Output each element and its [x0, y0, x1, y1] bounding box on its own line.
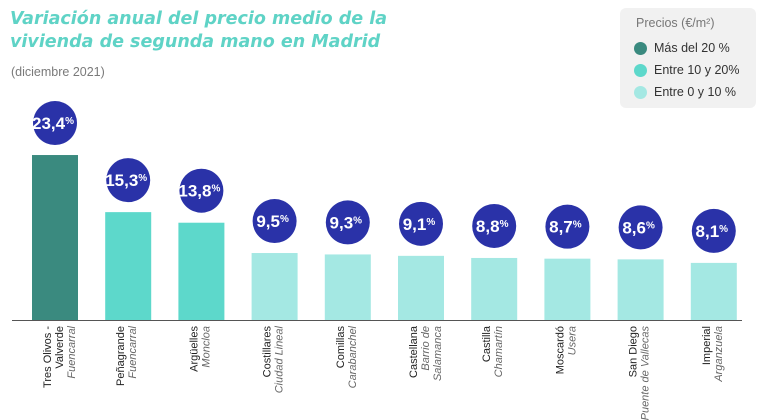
value-bubble — [545, 204, 590, 249]
data-label-unit: % — [500, 219, 509, 230]
legend-swatch-mid — [634, 63, 647, 77]
tick-label: Tres Olivos -ValverdeFuencarral — [42, 325, 78, 387]
tick-label: ImperialArganzuela — [701, 326, 725, 383]
data-label: 9,3% — [330, 213, 363, 232]
value-bubble — [252, 199, 297, 244]
chart-subtitle: (diciembre 2021) — [11, 65, 105, 79]
tick-label-district: Moncloa — [200, 326, 212, 368]
tick-label: MoscardóUsera — [554, 326, 578, 374]
tick-label: San DiegoPuente de Vallecas — [628, 326, 652, 420]
tick-label-name: Tres Olivos - — [42, 326, 54, 388]
data-label: 15,3% — [105, 171, 147, 190]
tick-label: ComillasCarabanchel — [335, 325, 359, 388]
data-label: 8,1% — [696, 222, 729, 241]
data-label-unit: % — [65, 116, 74, 127]
tick-label-district: Salamanca — [432, 326, 444, 381]
tick-label-name: San Diego — [628, 326, 640, 377]
tick-label-district: Carabanchel — [347, 325, 359, 388]
data-label-unit: % — [426, 217, 435, 228]
data-label-number: 13,8 — [178, 182, 211, 201]
tick-label-district: Usera — [566, 326, 578, 355]
data-label-unit: % — [719, 224, 728, 235]
data-label-number: 15,3 — [105, 171, 138, 190]
data-label-unit: % — [138, 173, 147, 184]
bar — [617, 259, 664, 320]
data-label-number: 23,4 — [32, 114, 66, 133]
tick-label-name: Peñagrande — [115, 326, 127, 386]
tick-label-district: Chamartín — [493, 326, 505, 377]
data-label-number: 9,3 — [330, 213, 354, 232]
data-label: 13,8% — [178, 182, 220, 201]
tick-label-name: Argüelles — [188, 326, 200, 372]
legend: Precios (€/m²) Más del 20 % Entre 10 y 2… — [620, 8, 756, 108]
tick-label-name: Castellana — [408, 325, 420, 378]
bar — [690, 262, 737, 320]
tick-label-name: Moscardó — [554, 326, 566, 374]
data-label-unit: % — [353, 215, 362, 226]
tick-label-name: Valverde — [54, 326, 66, 369]
tick-label-district: Ciudad Lineal — [274, 325, 286, 393]
legend-title: Precios (€/m²) — [636, 16, 715, 30]
data-label: 23,4% — [32, 114, 74, 133]
bar — [324, 254, 371, 320]
data-label: 8,7% — [549, 218, 582, 237]
data-label: 8,6% — [622, 218, 655, 237]
bar — [471, 257, 518, 320]
legend-item-low: Entre 0 y 10 % — [634, 85, 736, 99]
tick-label: CastillaChamartín — [481, 325, 505, 377]
value-bubble — [179, 168, 224, 213]
legend-swatch-low — [634, 85, 647, 99]
data-label: 8,8% — [476, 217, 509, 236]
tick-label-district: Fuencarral — [66, 325, 78, 378]
tick-label-name: Comillas — [335, 326, 347, 369]
legend-swatch-high — [634, 41, 647, 55]
data-label-number: 8,7 — [549, 218, 573, 237]
tick-label-district: Fuencarral — [127, 325, 139, 378]
tick-label-name: Costillares — [262, 326, 274, 378]
value-bubble — [106, 158, 151, 203]
data-label-unit: % — [280, 214, 289, 225]
legend-label-mid: Entre 10 y 20% — [654, 63, 740, 77]
bar — [178, 222, 225, 320]
data-label: 9,5% — [256, 212, 289, 231]
data-label-number: 9,1 — [403, 215, 427, 234]
tick-label-district: Arganzuela — [713, 326, 725, 383]
bar — [251, 253, 298, 320]
value-bubble — [472, 203, 517, 248]
data-label-number: 8,6 — [622, 218, 646, 237]
data-label-unit: % — [211, 184, 220, 195]
legend-label-high: Más del 20 % — [654, 41, 730, 55]
bar — [32, 155, 78, 320]
value-bubble — [33, 101, 77, 146]
tick-label: PeñagrandeFuencarral — [115, 325, 139, 386]
tick-label: ArgüellesMoncloa — [188, 326, 212, 372]
data-label-number: 8,1 — [696, 222, 720, 241]
data-label-number: 9,5 — [256, 212, 280, 231]
value-bubble — [325, 200, 370, 245]
legend-label-low: Entre 0 y 10 % — [654, 85, 736, 99]
value-bubble — [691, 208, 736, 253]
tick-label-district: Puente de Vallecas — [640, 326, 652, 420]
tick-label-district: Barrio de — [420, 326, 432, 371]
bar — [105, 212, 152, 320]
chart-title: Variación anual del precio medio de la v… — [10, 9, 388, 52]
bar — [544, 258, 591, 320]
bar — [398, 255, 444, 320]
value-bubble — [618, 205, 663, 250]
tick-label-name: Imperial — [701, 326, 713, 365]
value-bubble — [399, 201, 443, 246]
tick-label-name: Castilla — [481, 325, 493, 362]
legend-item-mid: Entre 10 y 20% — [634, 63, 739, 77]
legend-item-high: Más del 20 % — [634, 41, 730, 55]
data-label-unit: % — [573, 220, 582, 231]
data-label-number: 8,8 — [476, 217, 500, 236]
data-label-unit: % — [646, 220, 655, 231]
tick-label: CostillaresCiudad Lineal — [262, 325, 286, 393]
tick-label: CastellanaBarrio deSalamanca — [408, 325, 444, 381]
data-label: 9,1% — [403, 215, 436, 234]
